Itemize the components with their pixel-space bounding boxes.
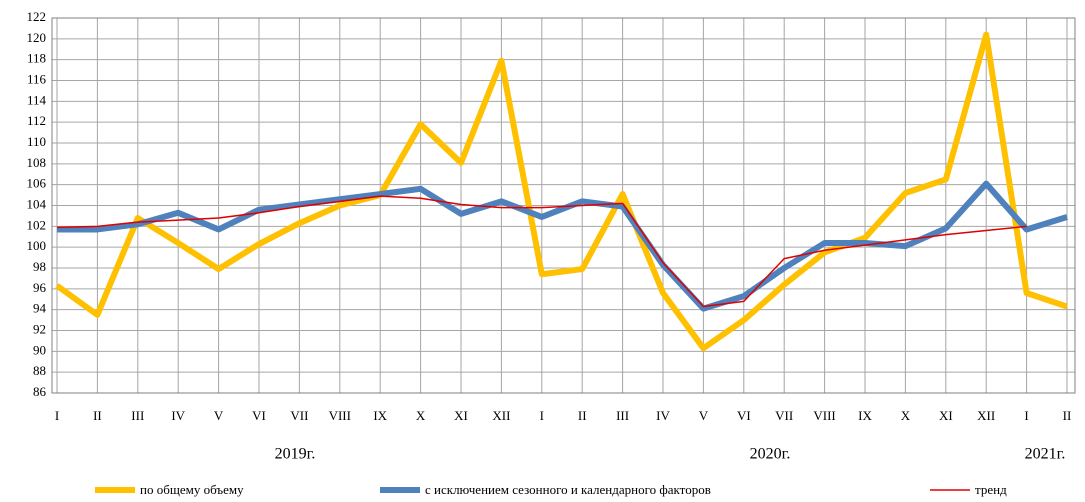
year-label: 2021г. [1025, 446, 1066, 463]
y-tick-label: 120 [27, 30, 47, 45]
x-tick-label: V [699, 408, 709, 423]
x-tick-label: III [131, 408, 144, 423]
x-tick-label: XI [454, 408, 468, 423]
year-label: 2020г. [750, 446, 791, 463]
legend-label: по общему объему [140, 482, 244, 497]
x-tick-label: VI [252, 408, 266, 423]
plot-frame [51, 17, 1076, 394]
x-tick-label: II [1063, 408, 1072, 423]
y-tick-label: 86 [33, 384, 47, 399]
y-tick-label: 118 [27, 51, 46, 66]
x-tick-label: I [540, 408, 544, 423]
y-tick-label: 96 [33, 280, 47, 295]
y-tick-label: 88 [33, 363, 46, 378]
x-tick-label: II [578, 408, 587, 423]
x-tick-label: X [416, 408, 426, 423]
y-tick-label: 106 [27, 176, 47, 191]
x-tick-label: I [55, 408, 59, 423]
y-tick-label: 90 [33, 342, 46, 357]
y-tick-label: 116 [27, 71, 47, 86]
x-tick-label: XI [939, 408, 953, 423]
legend-label: с исключением сезонного и календарного ф… [425, 482, 711, 497]
y-tick-label: 112 [27, 113, 46, 128]
x-tick-label: VIII [329, 408, 351, 423]
x-tick-label: IX [373, 408, 387, 423]
x-tick-label: XII [492, 408, 510, 423]
y-tick-label: 92 [33, 321, 46, 336]
series-line [57, 180, 1068, 312]
x-tick-label: IV [656, 408, 670, 423]
y-tick-label: 94 [33, 301, 47, 316]
x-tick-label: IV [171, 408, 185, 423]
series-line [56, 195, 1027, 308]
y-tick-label: 114 [27, 92, 47, 107]
y-tick-label: 100 [27, 238, 47, 253]
x-tick-label: IX [858, 408, 872, 423]
x-tick-label: I [1024, 408, 1028, 423]
x-tick-label: VI [737, 408, 751, 423]
x-tick-label: XII [977, 408, 995, 423]
y-tick-label: 104 [27, 196, 47, 211]
year-label: 2019г. [275, 446, 316, 463]
y-tick-label: 122 [27, 9, 47, 24]
x-tick-label: V [214, 408, 224, 423]
series-line [55, 31, 1068, 352]
x-tick-label: VII [290, 408, 308, 423]
y-tick-label: 110 [27, 134, 46, 149]
y-tick-label: 98 [33, 259, 46, 274]
x-tick-label: VII [775, 408, 793, 423]
y-tick-label: 108 [27, 155, 47, 170]
x-tick-label: III [616, 408, 629, 423]
x-tick-label: II [93, 408, 102, 423]
x-tick-label: VIII [813, 408, 835, 423]
y-tick-label: 102 [27, 217, 47, 232]
legend-label: тренд [975, 482, 1007, 497]
x-tick-label: X [901, 408, 911, 423]
